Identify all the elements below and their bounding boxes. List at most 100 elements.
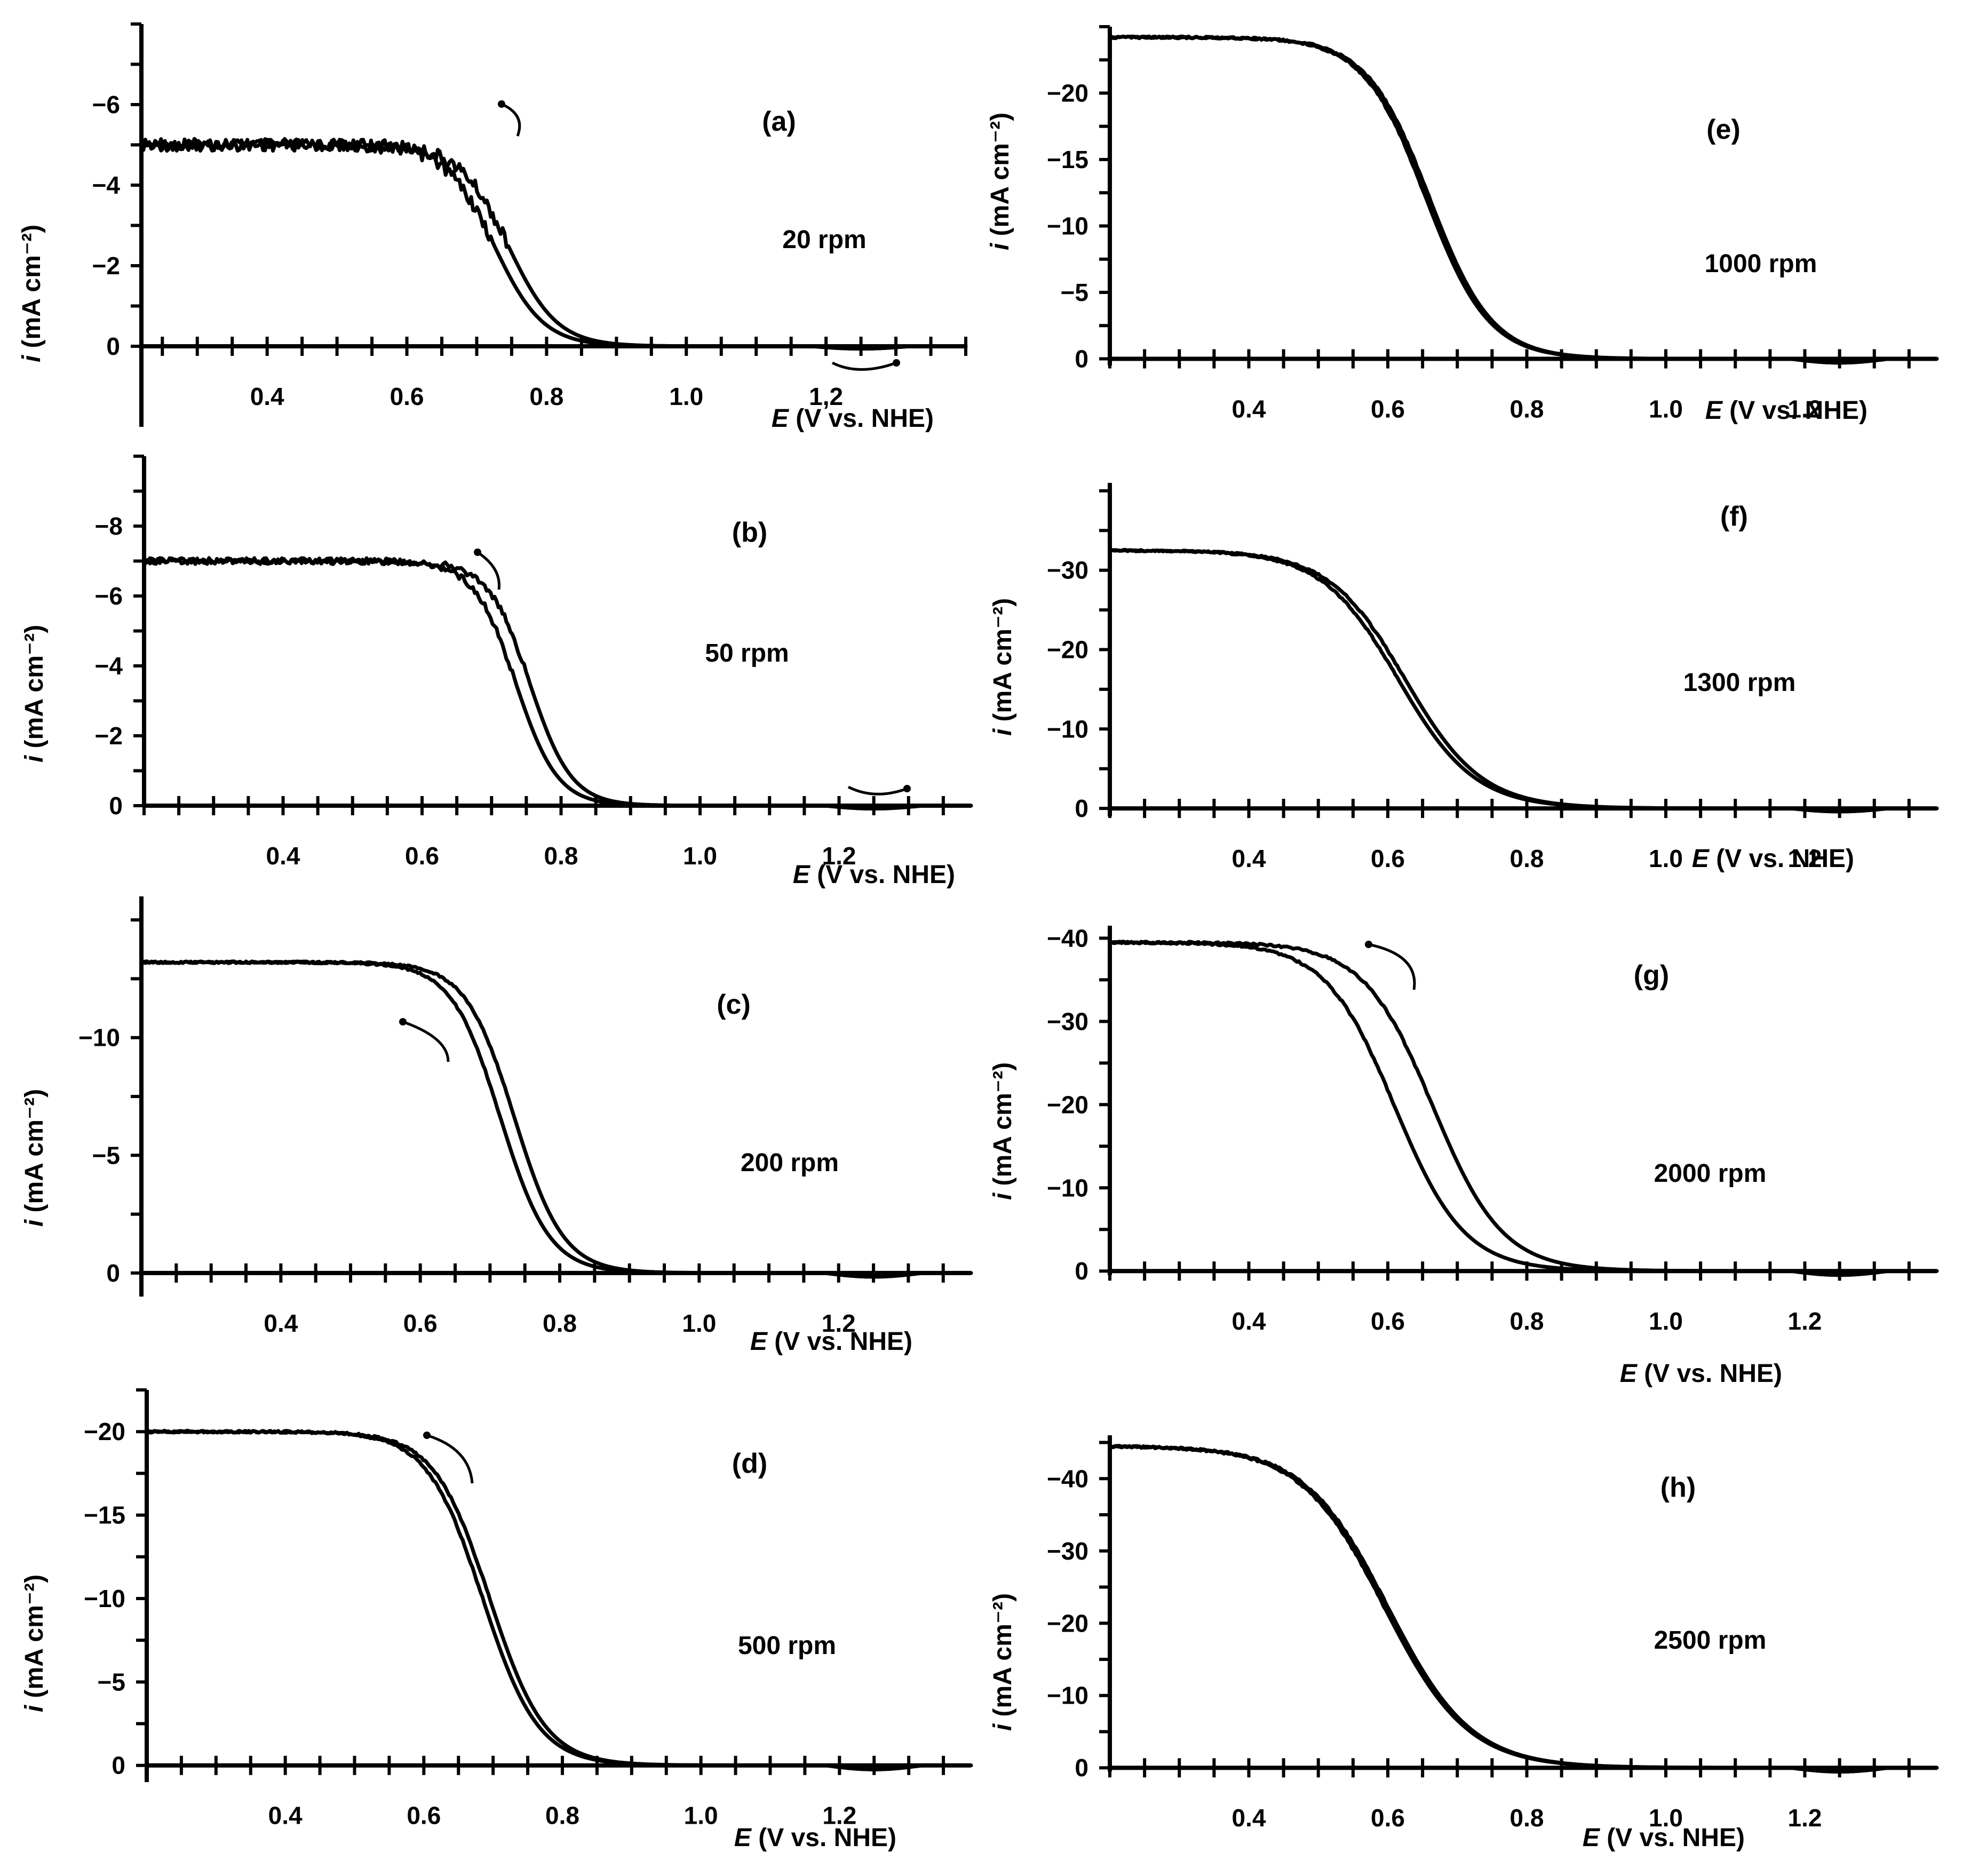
y-tick-label-d: −20 (84, 1418, 125, 1445)
x-axis-title-e: E (V vs. NHE) (1705, 396, 1867, 425)
y-axis-unit-g: (mA cm⁻²) (989, 1062, 1017, 1193)
panel-label-b: (b) (732, 517, 767, 548)
x-tick-label-e: 0.6 (1371, 395, 1405, 423)
sweep-direction-arrowhead-icon (474, 549, 481, 556)
x-tick-label-c: 0.4 (264, 1309, 298, 1337)
x-tick-label-e: 0.8 (1510, 395, 1544, 423)
y-axis-unit-d: (mA cm⁻²) (20, 1575, 49, 1705)
sweep-direction-arrowhead-icon (903, 785, 911, 792)
x-tick-label-d: 0.8 (545, 1802, 579, 1830)
x-tick-label-b: 0.8 (544, 842, 578, 870)
x-axis-unit-f: (V vs. NHE) (1709, 845, 1854, 873)
y-tick-label-e: −20 (1047, 80, 1088, 107)
y-tick-label-g: −10 (1047, 1174, 1088, 1202)
chart-panel-e: 0.4 0.6 0.8 1.0 1.2 −20 −15 −10 −5 0 (e) 1000 rpm E … (986, 25, 1939, 425)
y-tick-label-d: −5 (98, 1668, 125, 1696)
series-forward-h (1108, 1444, 1939, 1774)
x-tick-label-e: 1.0 (1649, 395, 1683, 423)
x-axis-symbol-h: E (1583, 1824, 1601, 1852)
sweep-direction-arrowhead-icon (399, 1018, 407, 1026)
x-axis-unit-d: (V vs. NHE) (751, 1824, 896, 1852)
x-tick-label-a: 1,2 (809, 383, 843, 410)
x-tick-label-h: 0.8 (1510, 1804, 1544, 1832)
x-axis-title-b: E (V vs. NHE) (793, 861, 955, 889)
y-tick-label-h: −10 (1047, 1682, 1088, 1710)
x-tick-label-b: 1.0 (683, 842, 717, 870)
x-tick-label-d: 1.0 (684, 1802, 718, 1830)
x-tick-label-b: 1.2 (822, 842, 856, 870)
y-tick-label-a: −6 (92, 91, 120, 118)
sweep-direction-arrowhead-icon (498, 100, 505, 108)
y-tick-label-b: 0 (109, 792, 123, 820)
sweep-direction-arrowhead-icon (1365, 941, 1372, 948)
y-axis-symbol-d: i (20, 1704, 49, 1712)
x-axis-symbol-a: E (772, 404, 790, 433)
x-axis-unit-e: (V vs. NHE) (1722, 396, 1867, 425)
x-tick-label-b: 0.4 (266, 842, 300, 870)
x-tick-label-c: 1.2 (822, 1309, 856, 1337)
x-tick-label-h: 1.0 (1649, 1804, 1683, 1832)
x-axis-symbol-e: E (1705, 396, 1723, 425)
x-tick-label-a: 0.4 (250, 383, 284, 410)
chart-panel-a: 0.4 0.6 0.8 1.0 1,2 −6 −4 −2 0 (a) 20 rpm E (V vs. … (18, 22, 968, 433)
sweep-direction-arrow-icon (426, 1434, 474, 1484)
y-axis-title-g: i (mA cm⁻²) (989, 1062, 1017, 1200)
rotation-rate-label-f: 1300 rpm (1683, 669, 1796, 697)
x-tick-label-b: 0.6 (405, 842, 439, 870)
x-tick-label-g: 0.8 (1510, 1307, 1544, 1335)
sweep-direction-arrowhead-icon (423, 1432, 431, 1439)
series-reverse-b (142, 556, 973, 810)
y-tick-label-h: 0 (1075, 1754, 1088, 1782)
chart-panel-b: 0.4 0.6 0.8 1.0 1.2 −8 −6 −4 −2 0 (b) 50 rpm E (V vs… (20, 455, 973, 889)
y-tick-label-f: 0 (1075, 794, 1088, 822)
x-axis-title-a: E (V vs. NHE) (772, 404, 934, 433)
x-axis-title-c: E (V vs. NHE) (750, 1327, 912, 1356)
x-axis-title-f: E (V vs. NHE) (1692, 845, 1854, 873)
x-axis-unit-g: (V vs. NHE) (1637, 1360, 1782, 1388)
x-axis-symbol-d: E (734, 1824, 752, 1852)
series-forward-b (142, 556, 973, 810)
y-tick-label-d: 0 (112, 1752, 125, 1779)
y-tick-label-h: −30 (1047, 1537, 1088, 1565)
y-axis-title-e: i (mA cm⁻²) (986, 113, 1014, 250)
rotation-rate-label-b: 50 rpm (705, 639, 789, 667)
x-tick-label-a: 1.0 (669, 383, 703, 410)
y-tick-label-c: 0 (106, 1259, 120, 1287)
sweep-direction-arrow-icon (476, 551, 500, 590)
y-axis-symbol-f: i (989, 728, 1017, 736)
series-reverse-a (139, 137, 968, 351)
y-axis-symbol-h: i (989, 1723, 1017, 1731)
y-tick-label-g: 0 (1075, 1257, 1088, 1285)
series-forward-d (145, 1428, 973, 1771)
panel-label-d: (d) (732, 1448, 767, 1479)
rotation-rate-label-g: 2000 rpm (1654, 1159, 1767, 1188)
y-axis-symbol-g: i (989, 1192, 1017, 1200)
x-axis-title-h: E (V vs. NHE) (1583, 1824, 1745, 1852)
x-tick-label-c: 0.6 (403, 1309, 438, 1337)
chart-panel-g: 0.4 0.6 0.8 1.0 1.2 −40 −30 −20 −10 0 (g) 2000 rpm E… (989, 924, 1939, 1388)
panel-label-g: (g) (1634, 960, 1669, 991)
x-tick-label-a: 0.8 (529, 383, 563, 410)
y-axis-title-h: i (mA cm⁻²) (989, 1593, 1017, 1731)
y-tick-label-b: −6 (95, 582, 123, 610)
x-tick-label-e: 1.2 (1788, 395, 1822, 423)
x-tick-label-g: 0.6 (1371, 1307, 1405, 1335)
rotation-rate-label-d: 500 rpm (738, 1632, 836, 1660)
y-axis-title-b: i (mA cm⁻²) (20, 625, 49, 762)
series-reverse-g (1108, 940, 1939, 1277)
chart-panel-c: 0.4 0.6 0.8 1.0 1.2 −10 −5 0 (c) 200 rpm E (V vs. … (20, 896, 973, 1356)
panel-label-a: (a) (762, 106, 796, 137)
y-tick-label-g: −20 (1047, 1091, 1088, 1118)
series-forward-f (1108, 547, 1939, 814)
y-axis-title-f: i (mA cm⁻²) (989, 598, 1017, 736)
y-tick-label-a: −2 (92, 252, 120, 280)
x-tick-label-f: 0.4 (1232, 845, 1266, 872)
y-tick-label-g: −30 (1047, 1007, 1088, 1035)
y-axis-symbol-b: i (20, 754, 49, 762)
y-tick-label-a: −4 (92, 171, 121, 199)
x-tick-label-c: 0.8 (543, 1309, 577, 1337)
sweep-direction-arrow-icon (1368, 943, 1416, 990)
sweep-direction-arrow-icon (847, 785, 908, 796)
y-tick-label-d: −15 (84, 1501, 125, 1529)
y-tick-label-a: 0 (106, 332, 120, 360)
